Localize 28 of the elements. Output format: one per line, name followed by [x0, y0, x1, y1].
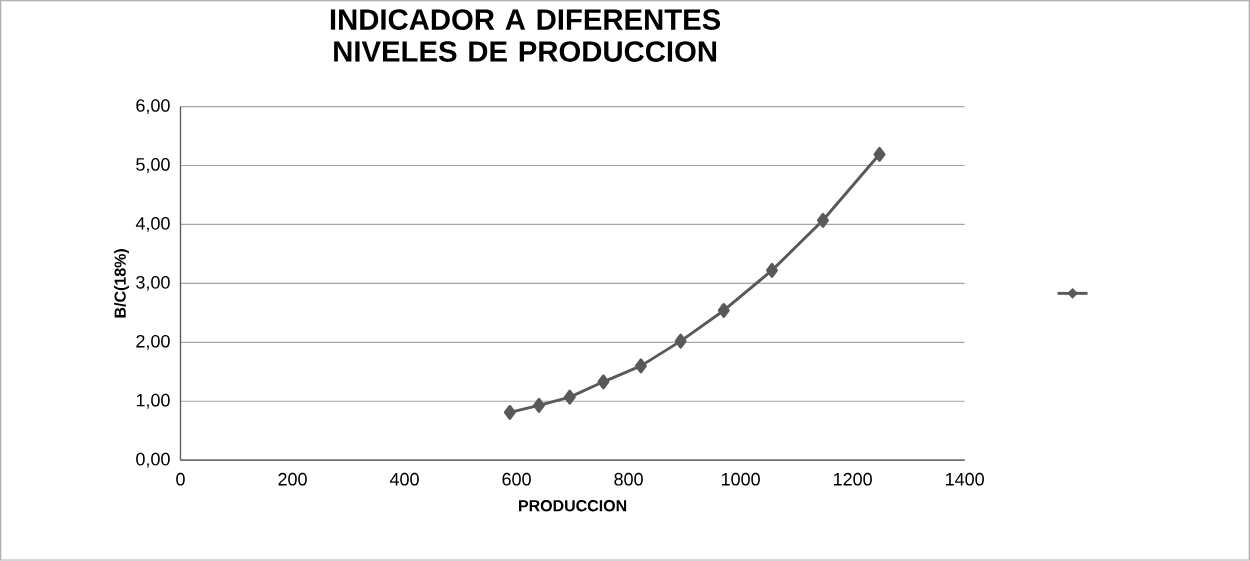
point [816, 212, 829, 228]
x-tick-label: 400 [389, 473, 419, 486]
point [674, 333, 687, 349]
y-tick-label: 2,00 [136, 335, 170, 350]
point [532, 398, 545, 413]
x-tick-label: 1000 [721, 473, 760, 486]
point [634, 358, 647, 374]
y-axis-title: B/C(18%) [114, 249, 129, 318]
x-tick-label: 1400 [946, 473, 984, 486]
y-tick-label: 4,00 [135, 217, 170, 232]
x-tick-label: 0 [176, 473, 185, 486]
y-tick-label: 6,00 [136, 99, 170, 115]
point [563, 389, 576, 405]
x-tick-label: 600 [502, 473, 531, 486]
point [873, 146, 886, 162]
x-tick-label: 200 [278, 473, 307, 486]
y-tick-label: 5,00 [136, 158, 170, 174]
y-tick-label: 1,00 [136, 393, 170, 409]
point [503, 405, 516, 421]
x-tick-label: 800 [614, 473, 643, 486]
point [717, 303, 730, 319]
x-tick-label: 1200 [834, 473, 872, 486]
y-tick-label: 0,00 [136, 452, 170, 468]
chart-title: INDICADOR A DIFERENTES NIVELES DE PRODUCCION [330, 9, 721, 63]
point [597, 374, 610, 390]
x-axis-title: PRODUCCION [519, 500, 627, 512]
point [766, 263, 778, 278]
y-tick-label: 3,00 [136, 276, 170, 291]
